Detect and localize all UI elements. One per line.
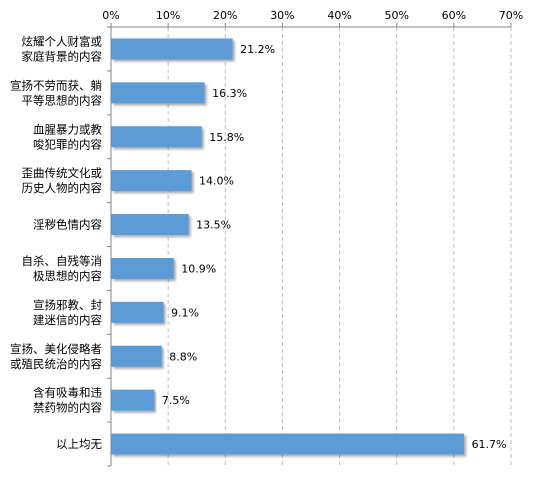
bars [111,38,465,455]
x-tick-label: 30% [270,9,294,22]
axes [107,23,512,467]
x-tick-label: 10% [156,9,180,22]
bar [111,389,155,411]
x-tick-label: 60% [442,9,466,22]
data-label: 61.7% [472,438,507,451]
data-label: 9.1% [171,306,199,319]
bar [111,82,205,104]
category-label: 历史人物的内容 [22,181,103,195]
x-tick-label: 50% [384,9,408,22]
bar [111,257,174,279]
category-label: 自杀、自残等消 [22,254,103,268]
x-tick-labels: 0% 10% 20% 30% 40% 50% 60% 70% [102,9,523,22]
bar [111,126,202,148]
data-label: 16.3% [212,87,247,100]
x-tick-label: 40% [327,9,351,22]
category-label: 极思想的内容 [33,269,102,283]
gridlines [167,27,512,466]
category-label: 或殖民统治的内容 [10,357,102,371]
category-labels: 炫耀个人财富或家庭背景的内容宣扬不劳而获、躺平等思想的内容血腥暴力或教唆犯罪的内… [10,34,102,451]
category-label: 血腥暴力或教 [33,122,102,136]
bar [111,433,465,455]
category-label: 炫耀个人财富或 [22,34,103,48]
value-labels: 21.2% 16.3% 15.8% 14.0% 13.5% 10.9% 9.1% 8.8% 7.… [162,43,507,451]
data-label: 14.0% [199,175,234,188]
data-label: 7.5% [162,394,190,407]
data-label: 13.5% [196,219,231,232]
bar [111,38,233,60]
category-label: 平等思想的内容 [22,93,103,107]
category-label: 含有吸毒和违 [33,386,102,400]
x-tick-label: 20% [213,9,237,22]
bar [111,345,162,367]
data-label: 10.9% [181,262,216,275]
bar [111,301,164,323]
category-label: 宣扬邪教、封 [33,298,102,312]
category-label: 家庭背景的内容 [22,49,103,63]
bar [111,170,192,192]
category-label: 宣扬不劳而获、躺 [10,78,102,92]
category-label: 禁药物的内容 [33,401,102,415]
x-tick-label: 70% [499,9,523,22]
data-label: 21.2% [240,43,275,56]
category-label: 淫秽色情内容 [33,218,102,232]
category-label: 唆犯罪的内容 [33,137,102,151]
data-label: 8.8% [169,350,197,363]
x-tick-label: 0% [102,9,119,22]
bar [111,214,189,236]
category-label: 以上均无 [56,437,102,451]
data-label: 15.8% [209,131,244,144]
category-label: 建迷信的内容 [33,313,102,327]
category-label: 歪曲传统文化或 [22,166,103,180]
category-label: 宣扬、美化侵略者 [10,342,102,356]
